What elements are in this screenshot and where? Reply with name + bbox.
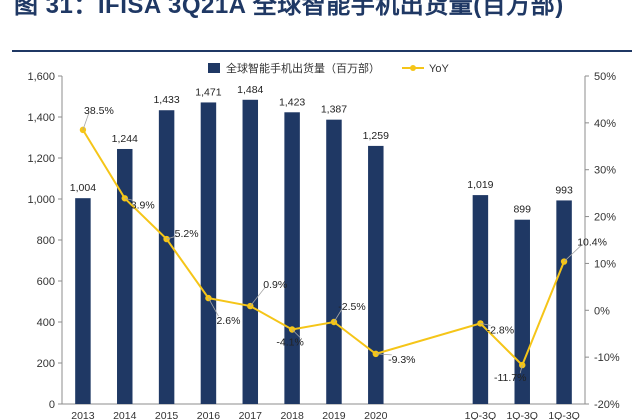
right-y-tick-label: 20% [594,212,616,224]
x-tick-label: 2014 [113,410,137,420]
yoy-label-leader [375,353,392,356]
yoy-value-label: 38.5% [84,105,114,117]
bar-series [75,99,572,405]
x-tick-label: 2019 [322,410,346,420]
bar-value-label: 1,019 [467,179,493,191]
x-tick-label: 1Q-3Q [465,410,497,420]
bar-value-label: 1,244 [112,133,138,145]
x-tick-label: 2017 [239,410,263,420]
yoy-label-leader [563,244,583,262]
bar [284,112,300,404]
left-y-tick-label: 1,200 [27,153,55,165]
left-y-tick-label: 0 [49,399,55,411]
x-tick-label: 2015 [155,410,179,420]
right-y-tick-label: 50% [594,71,616,83]
bar-value-label: 1,423 [279,96,305,108]
bar-value-label: 1,471 [195,86,221,98]
yoy-label-leader [208,297,219,317]
axes: 0 200 400 600 800 1,000 1,200 1,400 1,600 -20% -10… [27,71,619,420]
x-tick-label: 2018 [280,410,304,420]
bar [75,198,91,404]
yoy-point [330,318,338,326]
yoy-label-leader [124,197,133,201]
bar [158,110,175,405]
yoy-label-leader [249,286,266,307]
bar [472,195,489,404]
yoy-value-label: 10.4% [577,237,607,249]
x-tick-label: 2016 [197,410,221,420]
left-y-tick-label: 600 [37,276,55,288]
bar [368,145,384,404]
legend-line-marker [410,65,416,71]
yoy-value-label: 3.9% [131,199,155,211]
bar [242,99,259,404]
yoy-value-label: 0.9% [263,279,287,291]
bar-value-label: 1,484 [237,84,263,96]
right-y-tick-label: 0% [594,305,610,317]
bar-value-label: 899 [513,204,531,216]
x-tick-label: 2020 [364,410,388,420]
yoy-label-leader [166,235,177,240]
x-tick-label: 1Q-3Q [506,410,538,420]
bar-value-label: 1,259 [363,130,389,142]
left-y-tick-label: 400 [37,317,55,329]
left-y-tick-label: 1,600 [27,71,55,83]
data-labels: 1,004 1,244 1,433 1,471 1,484 1,423 1,387 1,259… [70,84,607,384]
bar [200,102,217,404]
left-y-tick-label: 200 [37,358,55,370]
chart-title: 图 31：IFISA 3Q21A 全球智能手机出货量(百万部) [14,0,564,19]
x-tick-label: 1Q-3Q [548,410,580,420]
legend-bar-swatch [208,63,220,73]
yoy-value-label: -9.3% [388,354,415,366]
bar-value-label: 1,387 [321,104,347,116]
bar-value-label: 1,004 [70,182,96,194]
right-y-tick-label: 30% [594,165,616,177]
yoy-value-label: 5.2% [175,228,199,240]
left-y-tick-label: 1,000 [27,194,55,206]
yoy-label-leader [333,308,343,323]
chart-title-strip: 图 31：IFISA 3Q21A 全球智能手机出货量(百万部) [0,0,640,28]
bar-value-label: 993 [555,184,573,196]
bar [326,119,342,404]
right-y-tick-label: -10% [594,352,620,364]
yoy-label-leader [480,323,491,326]
right-y-tick-label: 40% [594,118,616,130]
bar-value-label: 1,433 [153,94,179,106]
bar [117,148,133,404]
legend-line-label: YoY [429,63,449,75]
yoy-value-label: 2.6% [216,315,240,327]
yoy-label-leader [519,365,523,374]
yoy-value-label: -2.5% [338,301,365,313]
bar [556,200,572,404]
title-divider [12,50,632,52]
yoy-value-label: -2.8% [487,324,514,336]
x-tick-label: 2013 [71,410,95,420]
left-y-tick-label: 800 [37,235,55,247]
yoy-point [477,320,484,327]
yoy-label-leader [82,112,90,131]
yoy-label-leader [291,329,301,338]
legend: 全球智能手机出货量（百万部） YoY [208,61,449,75]
right-y-tick-label: -20% [594,399,620,411]
left-y-tick-label: 1,400 [27,112,55,124]
legend-bar-label: 全球智能手机出货量（百万部） [226,61,380,75]
right-y-tick-label: 10% [594,258,616,270]
yoy-value-label: -4.1% [276,336,303,348]
yoy-value-label: -11.7% [494,372,527,384]
